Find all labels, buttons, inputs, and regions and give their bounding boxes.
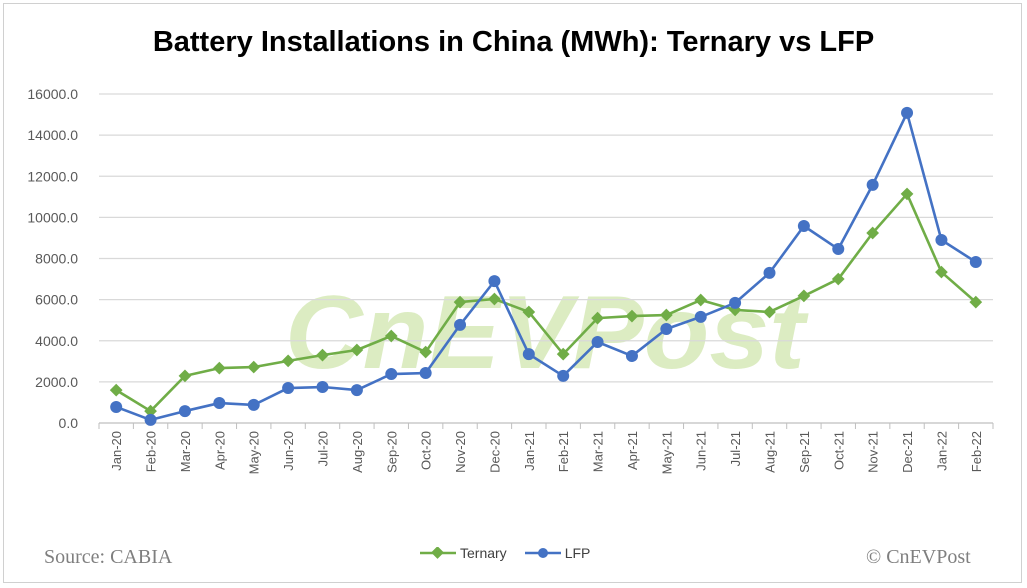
data-point-lfp <box>350 384 363 397</box>
data-point-lfp <box>694 310 707 323</box>
data-point-ternary <box>109 383 123 397</box>
x-tick-label: Sep-20 <box>384 431 399 473</box>
y-tick-label: 16000.0 <box>27 86 78 102</box>
x-tick-label: Jan-22 <box>934 431 949 471</box>
data-point-lfp <box>866 178 879 191</box>
x-tick-label: Dec-20 <box>487 431 502 473</box>
y-tick-label: 10000.0 <box>27 209 78 225</box>
x-tick-label: Feb-22 <box>969 431 984 472</box>
x-tick-label: Nov-20 <box>453 431 468 473</box>
data-point-ternary <box>178 369 192 383</box>
x-tick-label: Aug-20 <box>350 431 365 473</box>
legend: Ternary LFP <box>420 545 590 561</box>
x-tick-label: Jun-20 <box>281 431 296 471</box>
data-point-ternary <box>453 295 467 309</box>
x-tick-label: Jan-21 <box>522 431 537 471</box>
legend-item-ternary: Ternary <box>420 545 507 561</box>
data-point-lfp <box>419 367 432 380</box>
data-point-lfp <box>660 323 673 336</box>
data-point-ternary <box>419 345 433 359</box>
data-point-lfp <box>797 220 810 233</box>
copyright-note: © CnEVPost <box>866 546 971 568</box>
y-tick-label: 4000.0 <box>35 333 78 349</box>
data-point-ternary <box>350 343 364 357</box>
data-point-ternary <box>247 360 261 374</box>
data-point-lfp <box>213 397 226 410</box>
x-tick-label: Oct-20 <box>419 431 434 470</box>
data-point-lfp <box>488 275 501 288</box>
ternary-legend-marker <box>420 547 456 559</box>
x-tick-label: Dec-21 <box>900 431 915 473</box>
y-tick-label: 14000.0 <box>27 127 78 143</box>
x-tick-label: Jan-20 <box>109 431 124 471</box>
data-point-ternary <box>144 404 157 418</box>
x-tick-label: Aug-21 <box>763 431 778 473</box>
x-tick-label: Oct-21 <box>831 431 846 470</box>
data-point-lfp <box>625 349 638 362</box>
x-tick-label: Sep-21 <box>797 431 812 473</box>
data-point-lfp <box>832 243 845 256</box>
series-line-ternary <box>115 192 977 413</box>
data-point-ternary <box>488 292 501 306</box>
data-point-lfp <box>144 413 157 426</box>
data-point-lfp <box>591 335 604 348</box>
x-tick-label: Jun-21 <box>694 431 709 471</box>
data-point-ternary <box>212 361 226 375</box>
data-point-lfp <box>969 255 982 268</box>
data-point-lfp <box>935 233 948 246</box>
y-tick-label: 12000.0 <box>27 168 78 184</box>
source-note: Source: CABIA <box>44 546 173 568</box>
x-tick-label: Mar-20 <box>178 431 193 472</box>
data-point-lfp <box>247 398 260 411</box>
legend-label-ternary: Ternary <box>460 545 507 561</box>
y-tick-label: 2000.0 <box>35 374 78 390</box>
x-tick-label: Nov-21 <box>866 431 881 473</box>
x-tick-label: Apr-21 <box>625 431 640 470</box>
chart-frame <box>3 3 1022 583</box>
x-tick-label: Jul-21 <box>728 431 743 466</box>
data-point-lfp <box>763 266 776 279</box>
legend-item-lfp: LFP <box>524 545 591 561</box>
x-tick-label: Feb-20 <box>144 431 159 472</box>
data-point-lfp <box>901 106 914 119</box>
x-tick-label: Jul-20 <box>316 431 331 466</box>
y-tick-label: 8000.0 <box>35 251 78 267</box>
data-point-lfp <box>282 382 295 395</box>
data-point-lfp <box>557 369 570 382</box>
data-point-lfp <box>316 381 329 394</box>
data-point-ternary <box>316 348 329 362</box>
x-tick-label: Mar-21 <box>591 431 606 472</box>
x-tick-label: May-20 <box>247 431 262 474</box>
x-tick-label: Apr-20 <box>212 431 227 470</box>
data-point-lfp <box>178 405 191 418</box>
data-point-lfp <box>454 318 467 331</box>
y-tick-label: 0.0 <box>59 415 79 431</box>
data-point-lfp <box>110 400 123 413</box>
lfp-legend-marker <box>524 548 561 558</box>
x-tick-label: Feb-21 <box>556 431 571 472</box>
data-point-lfp <box>385 368 398 381</box>
data-point-ternary <box>281 354 295 368</box>
x-tick-label: May-21 <box>659 431 674 474</box>
data-point-lfp <box>522 348 535 361</box>
chart-title: Battery Installations in China (MWh): Te… <box>152 26 875 58</box>
data-point-lfp <box>729 296 742 309</box>
data-point-ternary <box>384 329 398 343</box>
legend-label-lfp: LFP <box>564 545 591 561</box>
y-tick-label: 6000.0 <box>35 292 78 308</box>
series-line-lfp <box>115 111 977 422</box>
